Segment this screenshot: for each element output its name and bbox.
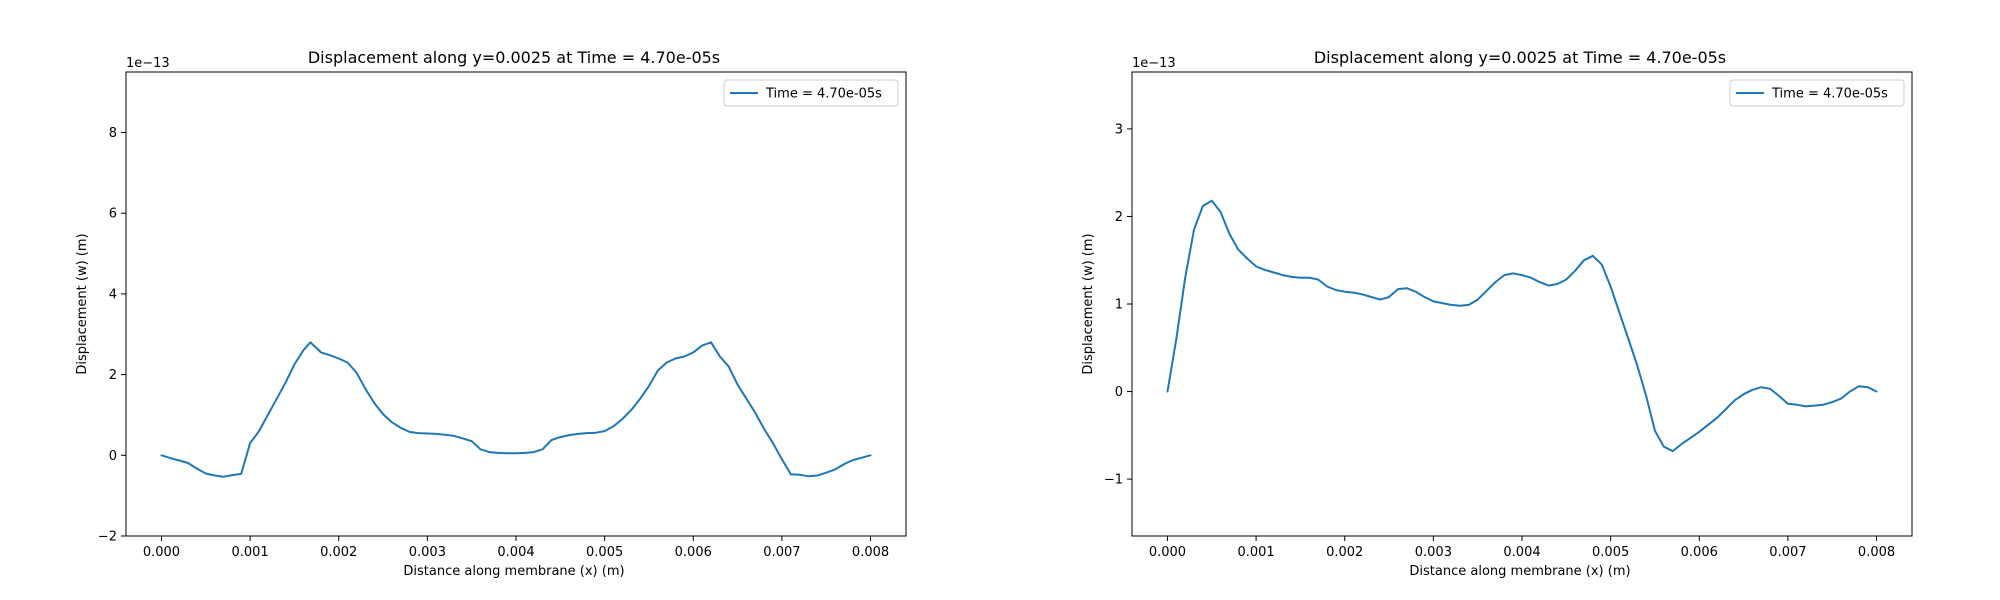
x-tick-label: 0.007 [1769, 545, 1806, 560]
x-tick-label: 0.001 [1237, 545, 1274, 560]
legend-box [1729, 79, 1905, 107]
y-tick-label: −1 [1104, 473, 1123, 488]
x-tick-label: 0.006 [1681, 545, 1718, 560]
left-displacement-chart: Displacement along y=0.0025 at Time = 4.… [75, 48, 907, 579]
x-tick-label: 0.008 [852, 545, 889, 560]
x-tick-label: 0.001 [231, 545, 268, 560]
y-multiplier-label: 1e−13 [1132, 56, 1176, 71]
y-tick-label: −2 [98, 530, 117, 545]
y-tick-label: 6 [109, 207, 117, 222]
x-axis-label: Distance along membrane (x) (m) [403, 564, 624, 579]
series-line [160, 341, 872, 478]
legend: Time = 4.70e-05s [723, 79, 899, 107]
x-tick-label: 0.007 [763, 545, 800, 560]
plot-area [1166, 199, 1878, 453]
y-tick-label: 0 [1115, 385, 1123, 400]
x-tick-label: 0.006 [675, 545, 712, 560]
legend-box [723, 79, 899, 107]
y-tick-label: 0 [109, 449, 117, 464]
x-tick-label: 0.000 [1149, 545, 1186, 560]
legend-entry-label: Time = 4.70e-05s [1771, 87, 1888, 102]
axes-frame [125, 71, 907, 537]
y-axis-label: Displacement (w) (m) [75, 233, 90, 374]
x-tick-label: 0.005 [586, 545, 623, 560]
y-tick-label: 1 [1115, 298, 1123, 313]
x-tick-label: 0.004 [1503, 545, 1540, 560]
legend: Time = 4.70e-05s [1729, 79, 1905, 107]
right-displacement-chart: Displacement along y=0.0025 at Time = 4.… [1081, 48, 1913, 579]
y-tick-label: 4 [109, 287, 117, 302]
x-tick-label: 0.003 [409, 545, 446, 560]
y-axis-label: Displacement (w) (m) [1081, 233, 1096, 374]
y-tick-label: 2 [1115, 210, 1123, 225]
axes-frame [1131, 71, 1913, 537]
x-tick-label: 0.008 [1858, 545, 1895, 560]
chart-title: Displacement along y=0.0025 at Time = 4.… [1314, 48, 1726, 67]
x-tick-label: 0.002 [320, 545, 357, 560]
x-tick-label: 0.005 [1592, 545, 1629, 560]
series-line [1166, 199, 1878, 453]
x-tick-label: 0.000 [143, 545, 180, 560]
x-tick-label: 0.003 [1415, 545, 1452, 560]
y-tick-label: 3 [1115, 122, 1123, 137]
legend-entry-label: Time = 4.70e-05s [765, 87, 882, 102]
x-axis-label: Distance along membrane (x) (m) [1409, 564, 1630, 579]
plot-area [160, 341, 872, 478]
chart-title: Displacement along y=0.0025 at Time = 4.… [308, 48, 720, 67]
x-tick-label: 0.004 [497, 545, 534, 560]
y-multiplier-label: 1e−13 [126, 56, 170, 71]
x-tick-label: 0.002 [1326, 545, 1363, 560]
y-tick-label: 2 [109, 368, 117, 383]
y-tick-label: 8 [109, 126, 117, 141]
